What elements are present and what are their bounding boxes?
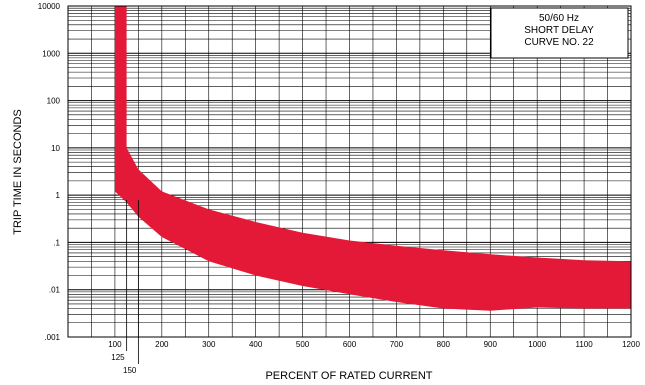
legend-line-1: 50/60 Hz	[539, 13, 579, 24]
y-tick-label: .1	[53, 238, 60, 247]
x-tick-label: 100	[108, 340, 122, 349]
x-tick-label: 500	[296, 340, 310, 349]
legend-line-2: SHORT DELAY	[524, 25, 594, 36]
y-tick-label: 10	[51, 144, 60, 153]
x-tick-label: 200	[155, 340, 169, 349]
y-tick-label: 100	[47, 97, 61, 106]
x-tick-label: 700	[390, 340, 404, 349]
y-tick-label: .01	[49, 286, 61, 295]
y-tick-labels: .001 .01 .1 1 10 100 1000 10000	[38, 2, 61, 342]
y-tick-label: 1	[56, 191, 61, 200]
x-tick-label: 600	[343, 340, 357, 349]
y-axis-title: TRIP TIME IN SECONDS	[12, 109, 24, 235]
legend-line-3: CURVE NO. 22	[524, 37, 594, 48]
legend-frame	[490, 7, 629, 59]
y-tick-label: .001	[44, 333, 60, 342]
x-tick-label-extra: 125	[111, 353, 125, 362]
trip-time-band	[114, 6, 631, 311]
x-tick-label: 900	[484, 340, 498, 349]
x-tick-label: 800	[437, 340, 451, 349]
x-tick-label: 1100	[575, 340, 593, 349]
legend-box: 50/60 Hz SHORT DELAY CURVE NO. 22	[490, 7, 629, 59]
y-tick-label: 1000	[42, 49, 60, 58]
x-tick-label: 1000	[528, 340, 546, 349]
x-tick-label-extra: 150	[123, 366, 137, 375]
y-tick-label: 10000	[38, 2, 61, 11]
x-tick-label: 1200	[622, 340, 640, 349]
x-tick-labels: 100 200 300 400 500 600 700 800 900 1000 1100 1200 1…	[108, 340, 640, 375]
x-tick-label: 300	[202, 340, 216, 349]
plot-frame	[67, 5, 632, 338]
x-axis-title: PERCENT OF RATED CURRENT	[265, 370, 432, 382]
x-tick-label: 400	[249, 340, 263, 349]
